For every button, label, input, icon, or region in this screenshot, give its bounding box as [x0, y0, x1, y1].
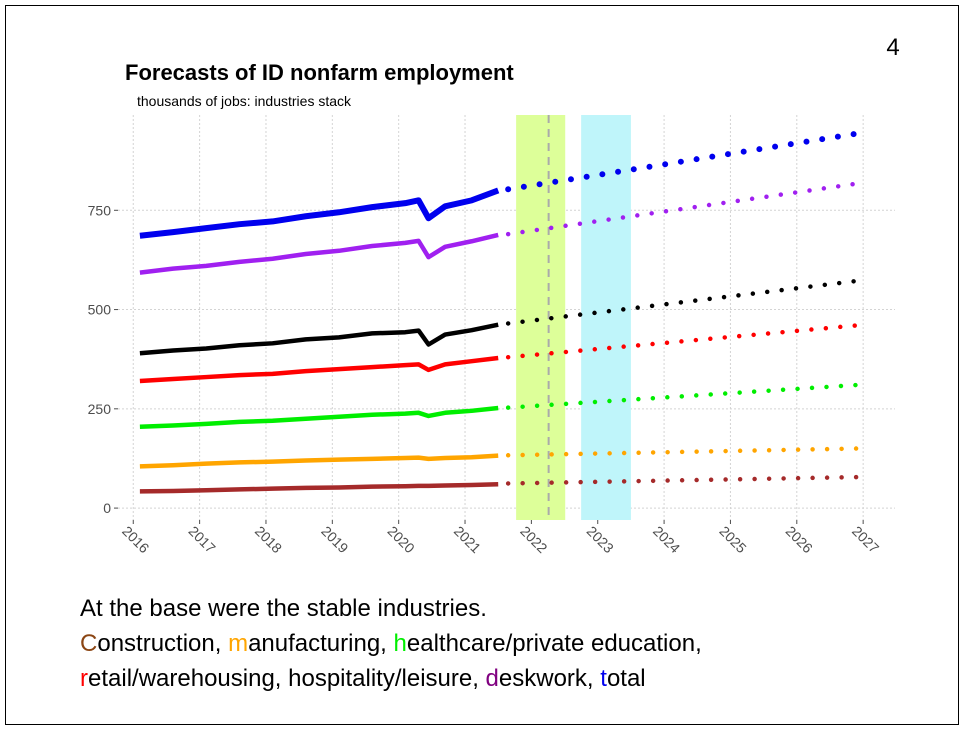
chart-subtitle: thousands of jobs: industries stack — [137, 93, 352, 109]
y-tick-label: 250 — [88, 401, 112, 417]
chart-title: Forecasts of ID nonfarm employment — [125, 60, 514, 85]
caption-text: h — [394, 630, 407, 657]
caption-line: At the base were the stable industries. — [80, 595, 487, 622]
caption-text: eskwork, — [499, 665, 600, 692]
history-line — [139, 482, 499, 494]
caption-line: Construction, manufacturing, healthcare/… — [80, 630, 702, 657]
caption-text: etail/warehousing, hospitality/leisure, — [88, 665, 486, 692]
forecast-line — [505, 474, 859, 486]
plot-background — [118, 115, 895, 520]
caption-line: retail/warehousing, hospitality/leisure,… — [80, 665, 646, 692]
caption-text: d — [486, 665, 499, 692]
caption-text: r — [80, 665, 88, 692]
caption-text: At the base were the stable industries. — [80, 595, 487, 622]
history-line — [139, 453, 499, 469]
caption-text: m — [228, 630, 248, 657]
caption-text: anufacturing, — [248, 630, 393, 657]
forecast-line — [505, 181, 859, 237]
forecast-line — [505, 323, 859, 360]
page-number: 4 — [886, 34, 899, 61]
forecast-line — [505, 446, 859, 458]
caption-text: onstruction, — [97, 630, 228, 657]
caption-text: ealthcare/private education, — [407, 630, 702, 657]
history-line — [139, 232, 499, 275]
history-line — [139, 187, 500, 239]
forecast-line — [505, 130, 860, 193]
forecast-band — [516, 115, 566, 520]
y-tick-label: 500 — [88, 302, 112, 318]
forecast-line — [505, 278, 859, 326]
caption-text: otal — [607, 665, 646, 692]
caption-text: C — [80, 630, 97, 657]
caption-text: t — [600, 665, 607, 692]
history-line — [139, 322, 499, 356]
history-line — [139, 355, 499, 384]
y-tick-label: 0 — [103, 500, 111, 516]
history-line — [139, 405, 499, 429]
y-tick-label: 750 — [88, 202, 112, 218]
forecast-line — [505, 382, 859, 410]
caption: At the base were the stable industries. C… — [80, 595, 702, 692]
